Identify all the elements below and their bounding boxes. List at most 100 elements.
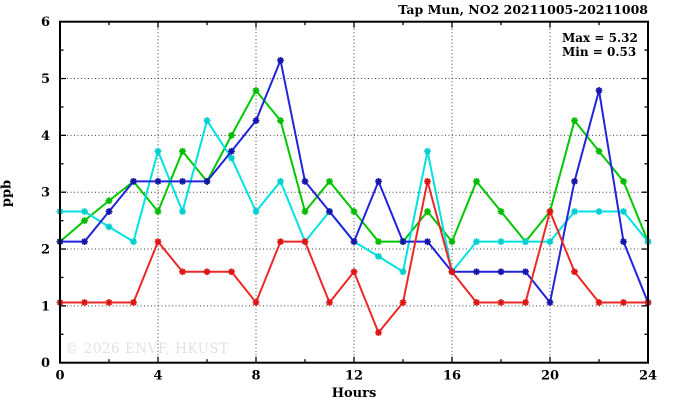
marker-stroke bbox=[473, 178, 480, 185]
marker-stroke bbox=[399, 238, 407, 245]
marker-stroke bbox=[203, 268, 211, 275]
marker-stroke bbox=[326, 299, 333, 306]
marker-stroke bbox=[277, 238, 284, 245]
marker-stroke bbox=[595, 87, 603, 94]
marker-stroke bbox=[228, 268, 235, 275]
marker-stroke bbox=[497, 208, 505, 215]
max-value-label: Max = 5.32 bbox=[562, 31, 638, 45]
x-tick-label-4: 4 bbox=[153, 369, 162, 384]
marker-stroke bbox=[81, 299, 88, 306]
marker-stroke bbox=[105, 197, 113, 204]
marker-stroke bbox=[130, 299, 137, 306]
y-tick-label-3: 3 bbox=[41, 186, 50, 201]
marker-stroke bbox=[497, 299, 505, 306]
x-tick-label-16: 16 bbox=[443, 369, 461, 384]
marker-stroke bbox=[546, 299, 554, 306]
marker-stroke bbox=[424, 238, 431, 245]
marker-stroke bbox=[228, 148, 235, 155]
marker-stroke bbox=[81, 217, 88, 224]
marker-stroke bbox=[497, 268, 505, 275]
watermark: © 2026 ENVF, HKUST bbox=[65, 341, 229, 357]
marker-stroke bbox=[424, 178, 431, 185]
marker-stroke bbox=[473, 299, 480, 306]
marker-stroke bbox=[154, 238, 162, 245]
marker-stroke bbox=[326, 178, 333, 185]
y-tick-label-6: 6 bbox=[41, 15, 50, 30]
marker-stroke bbox=[375, 238, 382, 245]
marker-stroke bbox=[522, 268, 529, 275]
x-tick-label-24: 24 bbox=[639, 369, 657, 384]
marker-stroke bbox=[252, 117, 260, 124]
y-tick-label-0: 0 bbox=[41, 356, 50, 371]
marker-stroke bbox=[81, 208, 88, 215]
marker-stroke bbox=[546, 208, 554, 215]
marker-stroke bbox=[571, 178, 578, 185]
marker-stroke bbox=[350, 268, 358, 275]
marker-stroke bbox=[105, 223, 113, 230]
marker-stroke bbox=[179, 148, 186, 155]
marker-stroke bbox=[179, 178, 186, 185]
marker-stroke bbox=[375, 253, 382, 260]
marker-stroke bbox=[105, 208, 113, 215]
marker-stroke bbox=[595, 299, 603, 306]
marker-stroke bbox=[595, 208, 603, 215]
y-tick-label-1: 1 bbox=[41, 299, 50, 314]
marker-stroke bbox=[424, 148, 431, 155]
plot-border bbox=[59, 20, 649, 364]
marker-stroke bbox=[203, 178, 211, 185]
marker-stroke bbox=[252, 208, 260, 215]
marker-stroke bbox=[375, 329, 382, 336]
marker-stroke bbox=[522, 299, 529, 306]
y-tick-label-2: 2 bbox=[41, 243, 50, 258]
marker-stroke bbox=[350, 238, 358, 245]
marker-stroke bbox=[228, 132, 235, 139]
marker-stroke bbox=[350, 208, 358, 215]
y-tick-label-5: 5 bbox=[41, 72, 50, 87]
marker-stroke bbox=[571, 208, 578, 215]
marker-stroke bbox=[154, 148, 162, 155]
marker-stroke bbox=[595, 148, 603, 155]
marker-stroke bbox=[424, 208, 431, 215]
marker-stroke bbox=[620, 208, 627, 215]
min-value-label: Min = 0.53 bbox=[562, 45, 637, 59]
y-axis-title: ppb bbox=[0, 179, 15, 208]
marker-stroke bbox=[130, 178, 137, 185]
minmax-annotation: Max = 5.32 Min = 0.53 bbox=[562, 31, 638, 59]
marker-stroke bbox=[301, 208, 309, 215]
marker-stroke bbox=[571, 268, 578, 275]
marker-stroke bbox=[473, 238, 480, 245]
marker-stroke bbox=[228, 155, 235, 162]
marker-stroke bbox=[571, 117, 578, 124]
marker-stroke bbox=[375, 178, 382, 185]
x-axis-title: Hours bbox=[331, 386, 377, 401]
marker-stroke bbox=[399, 299, 407, 306]
marker-stroke bbox=[105, 299, 113, 306]
marker-stroke bbox=[620, 238, 627, 245]
marker-stroke bbox=[179, 268, 186, 275]
marker-stroke bbox=[154, 178, 162, 185]
series-cyan-markers bbox=[56, 117, 652, 276]
y-tick-label-4: 4 bbox=[41, 129, 50, 144]
marker-stroke bbox=[620, 299, 627, 306]
marker-stroke bbox=[277, 57, 284, 64]
marker-stroke bbox=[277, 117, 284, 124]
x-tick-label-12: 12 bbox=[345, 369, 363, 384]
marker-stroke bbox=[130, 238, 137, 245]
marker-stroke bbox=[620, 178, 627, 185]
marker-stroke bbox=[154, 208, 162, 215]
x-tick-label-8: 8 bbox=[251, 369, 260, 384]
marker-stroke bbox=[448, 238, 456, 245]
x-tick-label-20: 20 bbox=[541, 369, 559, 384]
marker-stroke bbox=[522, 238, 529, 245]
marker-stroke bbox=[448, 268, 456, 275]
marker-stroke bbox=[277, 178, 284, 185]
marker-stroke bbox=[546, 238, 554, 245]
marker-stroke bbox=[203, 117, 211, 124]
marker-stroke bbox=[301, 178, 309, 185]
marker-stroke bbox=[326, 208, 333, 215]
marker-stroke bbox=[179, 208, 186, 215]
marker-stroke bbox=[81, 238, 88, 245]
x-tick-label-0: 0 bbox=[55, 369, 64, 384]
